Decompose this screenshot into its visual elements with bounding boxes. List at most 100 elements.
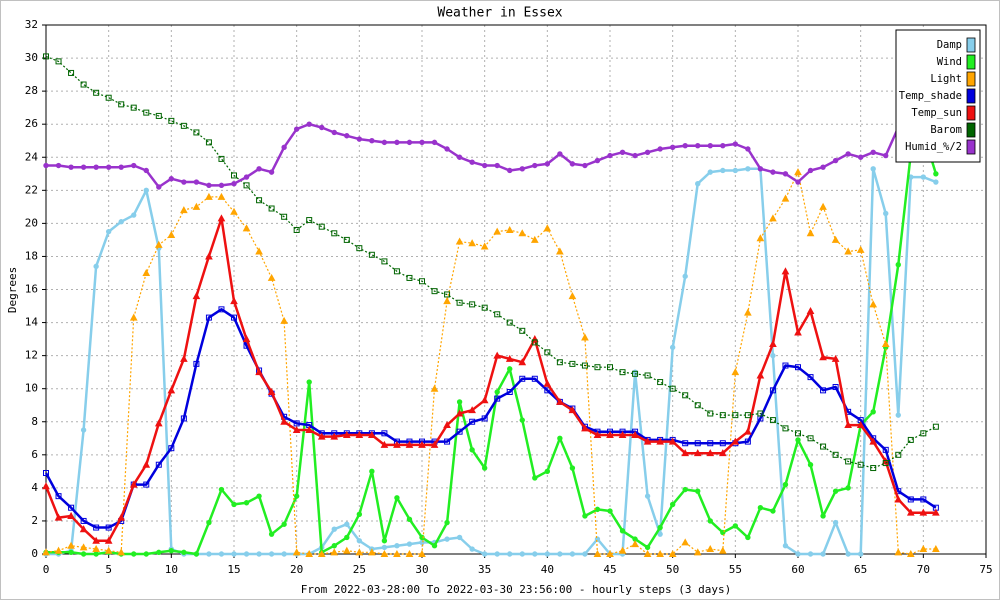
point-marker <box>756 234 765 242</box>
point-marker <box>268 205 275 212</box>
point-marker <box>256 551 262 557</box>
point-marker <box>380 440 389 448</box>
point-marker <box>869 300 878 308</box>
point-marker <box>644 493 651 499</box>
point-marker <box>644 372 651 379</box>
point-marker <box>557 435 563 441</box>
point-marker <box>682 142 688 149</box>
point-marker <box>80 81 87 88</box>
point-marker <box>593 430 602 438</box>
point-marker <box>306 379 312 385</box>
point-marker <box>444 519 450 526</box>
y-tick-label: 8 <box>31 415 38 428</box>
point-marker <box>456 534 463 541</box>
point-marker <box>305 549 314 557</box>
point-marker <box>619 528 626 534</box>
point-marker <box>644 544 651 551</box>
point-marker <box>231 172 237 179</box>
point-marker <box>832 157 839 164</box>
point-marker <box>632 370 639 377</box>
point-marker <box>444 146 450 152</box>
point-marker <box>807 374 814 381</box>
point-marker <box>68 164 74 170</box>
point-marker <box>719 412 726 419</box>
legend-label: Wind <box>937 56 962 68</box>
point-marker <box>744 427 752 435</box>
point-marker <box>293 420 300 427</box>
point-marker <box>419 278 425 285</box>
point-marker <box>845 458 852 465</box>
point-marker <box>795 364 801 371</box>
point-marker <box>593 549 602 557</box>
point-marker <box>280 316 288 324</box>
point-marker <box>544 387 551 394</box>
point-marker <box>493 227 502 235</box>
point-marker <box>456 428 463 435</box>
point-marker <box>192 292 201 300</box>
point-marker <box>669 385 676 392</box>
x-tick-label: 45 <box>603 563 616 576</box>
point-marker <box>719 440 726 447</box>
point-marker <box>80 517 87 524</box>
point-marker <box>831 354 840 362</box>
point-marker <box>243 174 250 180</box>
point-marker <box>782 362 789 369</box>
point-marker <box>205 252 213 260</box>
point-marker <box>557 151 563 157</box>
point-marker <box>268 169 275 175</box>
point-marker <box>406 139 413 146</box>
point-marker <box>43 53 49 60</box>
legend-label: Humid_%/2 <box>905 141 962 153</box>
point-marker <box>55 58 62 65</box>
x-tick-label: 15 <box>227 563 240 576</box>
point-marker <box>431 139 438 146</box>
point-marker <box>643 437 652 445</box>
x-tick-label: 40 <box>541 563 554 576</box>
point-marker <box>694 440 701 447</box>
point-marker <box>406 274 413 281</box>
point-marker <box>118 219 124 225</box>
point-marker <box>544 468 551 475</box>
point-marker <box>242 335 251 343</box>
point-marker <box>129 480 138 488</box>
y-tick-label: 32 <box>25 18 38 31</box>
point-marker <box>130 104 137 111</box>
point-marker <box>206 551 212 557</box>
point-marker <box>54 546 63 554</box>
point-marker <box>381 258 388 265</box>
point-marker <box>218 306 225 313</box>
point-marker <box>167 386 176 394</box>
point-marker <box>644 149 651 155</box>
point-marker <box>894 548 903 556</box>
point-marker <box>181 179 187 185</box>
point-marker <box>782 481 789 488</box>
point-marker <box>870 465 877 472</box>
point-marker <box>93 164 99 170</box>
point-marker <box>93 551 99 557</box>
y-tick-label: 12 <box>25 349 38 362</box>
point-marker <box>405 440 414 448</box>
point-marker <box>393 549 401 557</box>
point-marker <box>431 543 438 549</box>
point-marker <box>882 460 889 467</box>
point-marker <box>682 440 689 447</box>
point-marker <box>707 518 713 524</box>
point-marker <box>154 240 163 248</box>
point-marker <box>218 182 225 189</box>
point-marker <box>430 384 439 392</box>
point-marker <box>582 162 588 169</box>
point-marker <box>168 176 175 182</box>
point-marker <box>856 421 865 429</box>
point-marker <box>682 392 689 399</box>
point-marker <box>344 133 350 139</box>
point-marker <box>231 501 237 508</box>
point-marker <box>455 409 464 417</box>
point-marker <box>293 226 300 233</box>
point-marker <box>769 214 777 222</box>
point-marker <box>168 547 175 554</box>
point-marker <box>807 435 814 442</box>
point-marker <box>933 179 939 185</box>
point-marker <box>243 551 250 557</box>
point-marker <box>368 430 376 438</box>
point-marker <box>707 169 713 175</box>
